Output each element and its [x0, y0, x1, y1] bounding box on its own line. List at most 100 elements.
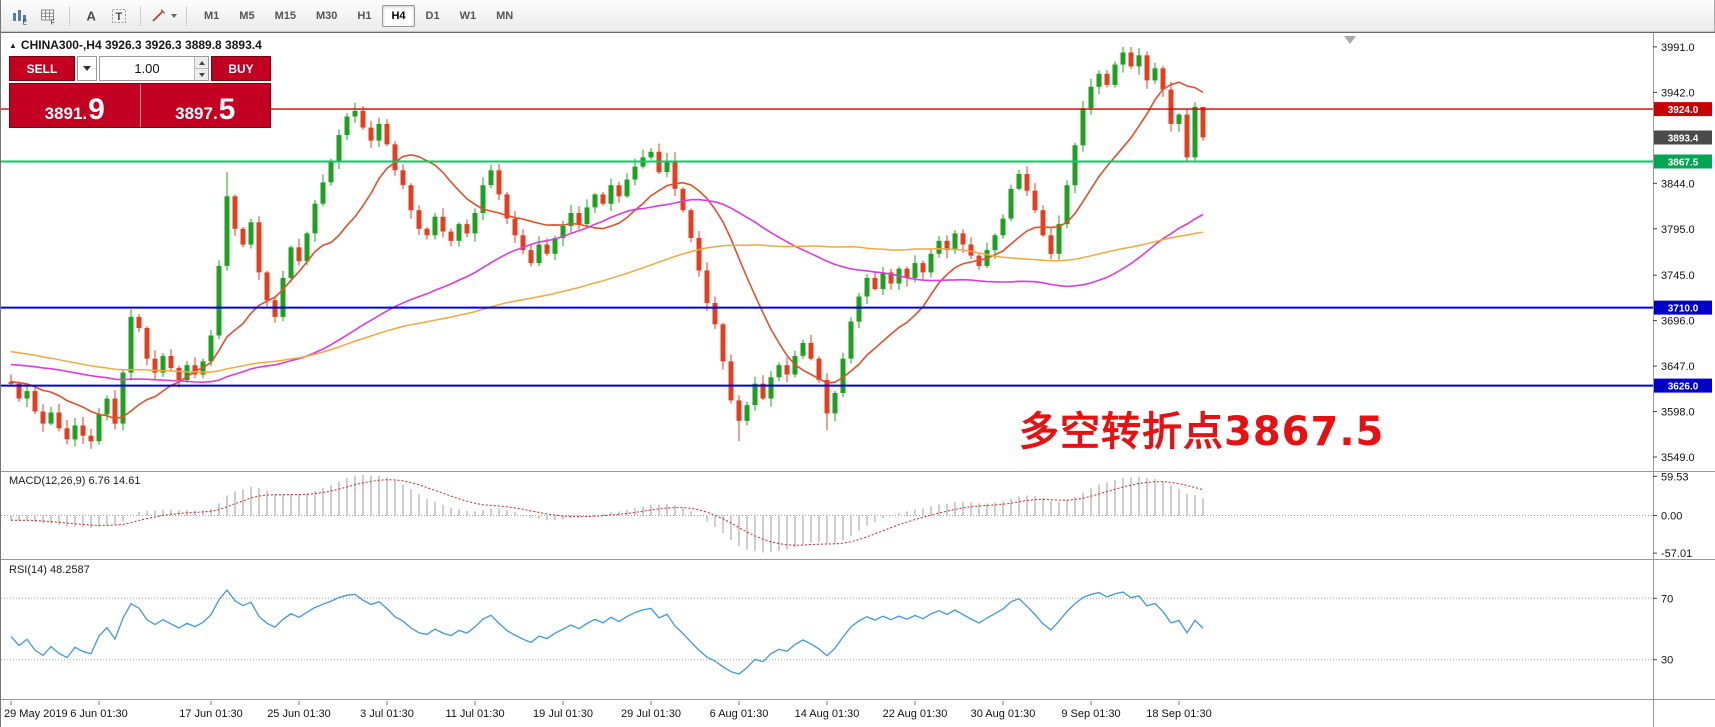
timeframe-m15-button[interactable]: M15 [274, 9, 296, 22]
volume-input[interactable] [100, 57, 208, 80]
horizontal-level-lines[interactable] [1, 108, 1653, 387]
volume-spinners [194, 57, 208, 80]
trade-prices: 3891. 9 3897. 5 [9, 83, 271, 128]
svg-text:30: 30 [1661, 655, 1673, 667]
svg-text:3598.0: 3598.0 [1661, 407, 1695, 419]
text-label-button[interactable]: T [106, 4, 132, 28]
chevron-down-icon [83, 66, 91, 71]
trendline-icon [152, 8, 166, 22]
arrow-down-icon [198, 72, 205, 77]
timeframe-h1-button[interactable]: H1 [357, 9, 372, 22]
sell-button[interactable]: SELL [9, 56, 75, 81]
icon-subscript: E [23, 19, 28, 25]
svg-text:19 Jul 01:30: 19 Jul 01:30 [533, 708, 593, 720]
svg-text:17 Jun 01:30: 17 Jun 01:30 [179, 708, 243, 720]
chart-annotation-text: 多空转折点3867.5 [1019, 409, 1385, 455]
timeframe-w1-button[interactable]: W1 [459, 9, 477, 22]
text-icon: T [112, 8, 126, 23]
symbol-ohlc-text: CHINA300-,H4 3926.3 3926.3 3889.8 3893.4 [20, 38, 262, 52]
main-toolbar: E F A T [1, 0, 1714, 32]
timeframe-m5-button[interactable]: M5 [239, 9, 255, 22]
trade-controls-row: SELL BUY [9, 56, 271, 81]
chart-workspace: 3991.0 3942.0 3844.0 3795.0 3745.0 3696.0 3647… [1, 32, 1715, 727]
charts-button[interactable]: E [7, 4, 33, 28]
buy-price[interactable]: 3897. 5 [141, 84, 271, 127]
svg-text:0.00: 0.00 [1661, 511, 1682, 523]
sell-price-main-text: 3891. [44, 104, 88, 123]
arrow-up-icon [198, 60, 205, 65]
chart-shift-marker[interactable] [1344, 36, 1356, 44]
chart-symbol-title: ▲ CHINA300-,H4 3926.3 3926.3 3889.8 3893… [9, 38, 262, 52]
volume-decrease-button[interactable] [194, 68, 208, 80]
svg-text:3844.0: 3844.0 [1661, 178, 1695, 190]
panel-separators [1, 33, 1715, 727]
bar-chart-icon: E [13, 9, 28, 25]
time-axis: 29 May 2019 6 Jun 01:30 17 Jun 01:30 25 Jun… [4, 701, 1212, 720]
rsi-indicator: 70 30 [1, 588, 1673, 675]
timeframe-m1-button[interactable]: M1 [204, 9, 220, 22]
macd-label: MACD(12,26,9) 6.76 14.61 [9, 475, 141, 487]
svg-text:3549.0: 3549.0 [1661, 452, 1695, 464]
candlestick-series [8, 46, 1206, 449]
buy-price-main-text: 3897. [175, 104, 218, 123]
letter-a-icon: A [87, 8, 97, 23]
svg-text:3991.0: 3991.0 [1661, 42, 1695, 54]
svg-text:3647.0: 3647.0 [1661, 361, 1695, 373]
sell-price[interactable]: 3891. 9 [10, 84, 141, 127]
svg-text:3626.0: 3626.0 [1668, 382, 1699, 393]
volume-increase-button[interactable] [194, 57, 208, 68]
svg-text:9 Sep 01:30: 9 Sep 01:30 [1061, 708, 1120, 720]
icon-subscript: F [51, 19, 55, 25]
svg-text:3710.0: 3710.0 [1668, 304, 1699, 315]
trade-options-dropdown[interactable] [77, 56, 97, 81]
svg-text:30 Aug 01:30: 30 Aug 01:30 [971, 708, 1036, 720]
moving-average-lines [10, 81, 1204, 420]
buy-price-big-digit: 5 [218, 93, 236, 126]
svg-text:59.53: 59.53 [1661, 471, 1689, 483]
svg-text:T: T [116, 11, 123, 23]
svg-text:3 Jul 01:30: 3 Jul 01:30 [360, 708, 414, 720]
svg-text:3795.0: 3795.0 [1661, 224, 1695, 236]
symbol-marker-icon: ▲ [9, 40, 17, 50]
toolbar-separator [140, 5, 141, 26]
timeframe-h4-button[interactable]: H4 [382, 4, 415, 27]
svg-text:22 Aug 01:30: 22 Aug 01:30 [883, 708, 948, 720]
svg-text:6 Jun 01:30: 6 Jun 01:30 [70, 708, 128, 720]
svg-text:3893.4: 3893.4 [1668, 134, 1699, 145]
price-axis: 3991.0 3942.0 3844.0 3795.0 3745.0 3696.0 3647… [1653, 42, 1695, 464]
svg-text:11 Jul 01:30: 11 Jul 01:30 [445, 708, 504, 720]
timeframe-m30-button[interactable]: M30 [315, 9, 338, 22]
toolbar-separator [69, 5, 70, 26]
one-click-trading-panel: SELL BUY [9, 56, 271, 128]
svg-text:3942.0: 3942.0 [1661, 87, 1695, 99]
buy-button[interactable]: BUY [211, 56, 271, 81]
svg-text:29 May 2019: 29 May 2019 [4, 708, 68, 720]
timeframe-d1-button[interactable]: D1 [425, 9, 440, 22]
toolbar-separator [186, 5, 187, 26]
annotate-button[interactable]: A [78, 4, 104, 28]
svg-text:70: 70 [1661, 593, 1673, 605]
svg-text:3924.0: 3924.0 [1668, 105, 1699, 116]
timeframe-mn-button[interactable]: MN [496, 9, 514, 22]
sell-price-big-digit: 9 [88, 93, 105, 126]
chevron-down-icon [171, 13, 177, 18]
grid-icon: F [41, 9, 55, 25]
svg-text:A: A [87, 8, 97, 23]
macd-indicator: 59.53 0.00 -57.01 [1, 471, 1692, 560]
volume-field [99, 56, 209, 81]
svg-text:29 Jul 01:30: 29 Jul 01:30 [621, 708, 681, 720]
svg-text:3867.5: 3867.5 [1668, 158, 1699, 169]
svg-text:-57.01: -57.01 [1661, 548, 1692, 560]
svg-text:25 Jun 01:30: 25 Jun 01:30 [267, 708, 331, 720]
svg-text:3745.0: 3745.0 [1661, 270, 1695, 282]
chart-canvas[interactable]: 3991.0 3942.0 3844.0 3795.0 3745.0 3696.0 3647… [1, 33, 1715, 727]
svg-text:6 Aug 01:30: 6 Aug 01:30 [710, 708, 769, 720]
svg-text:14 Aug 01:30: 14 Aug 01:30 [795, 708, 860, 720]
draw-tools-button[interactable] [149, 4, 178, 28]
svg-text:18 Sep 01:30: 18 Sep 01:30 [1146, 708, 1211, 720]
rsi-label: RSI(14) 48.2587 [9, 564, 90, 576]
price-tags: 3924.0 3893.4 3867.5 3710.0 3626.0 [1654, 102, 1712, 393]
svg-text:3696.0: 3696.0 [1661, 316, 1695, 328]
grid-button[interactable]: F [35, 4, 61, 28]
